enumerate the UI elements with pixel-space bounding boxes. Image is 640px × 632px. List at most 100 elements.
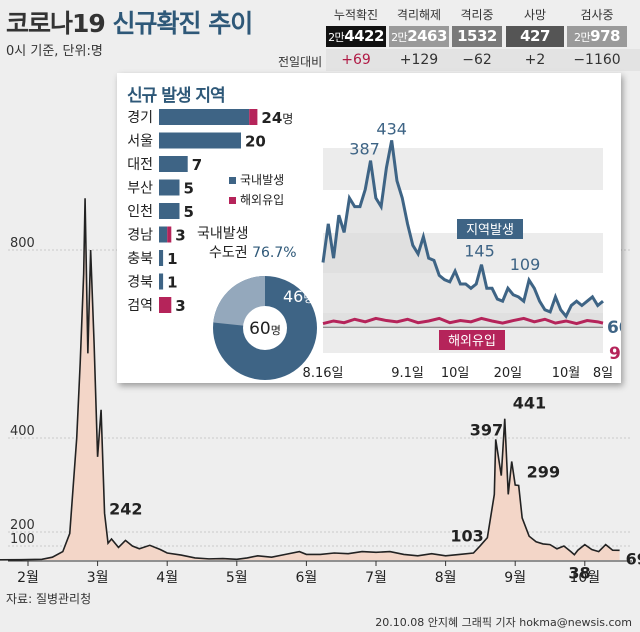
legend-overseas: 해외유입 <box>229 191 284 208</box>
region-value: 1 <box>167 250 177 268</box>
stat-value-number: 4422 <box>344 27 384 45</box>
change-row-label: 전일대비 <box>278 55 323 69</box>
peak-label: 397 <box>470 420 503 439</box>
subtitle: 0시 기준, 단위:명 <box>6 44 103 59</box>
credit-note: 20.10.08 안지혜 그래픽 기자 hokma@newsis.com <box>375 616 632 629</box>
domestic-tag-label: 지역발생 <box>466 223 514 238</box>
overseas-line <box>322 316 604 326</box>
inset-peak-label: 387 <box>349 140 380 159</box>
region-label: 인천 <box>127 204 153 220</box>
stat-value-prefix: 2만 <box>574 31 591 44</box>
inset-peak-label: 109 <box>510 255 541 274</box>
pie-caption-percent: 76.7% <box>252 245 297 261</box>
pie-caption-capital-label: 수도권 <box>209 245 248 261</box>
stat-value-number: 2463 <box>407 27 447 45</box>
region-label: 대전 <box>127 157 153 173</box>
region-label: 경북 <box>127 275 153 291</box>
pie-caption-capital: 수도권 76.7% <box>209 242 297 262</box>
title-part2: 신규확진 추이 <box>112 9 254 38</box>
region-bar-overseas <box>167 226 172 243</box>
stat-change: −62 <box>462 52 492 68</box>
stat-value-number: 978 <box>590 27 620 45</box>
x-tick-label: 2월 <box>17 570 39 586</box>
x-tick-label: 7월 <box>365 570 387 586</box>
x-tick-label: 9월 <box>504 570 526 586</box>
pie-caption-domestic: 국내발생 <box>197 226 249 242</box>
inset-x-tick-label: 20일 <box>494 366 523 381</box>
inset-panel: 신규 발생 지역 경기 24명 서울 20 대전 7 부산 5 인천 5 경남 3 충북 1 경북 1 검역 3 6… <box>117 73 621 383</box>
overseas-tag-label: 해외유입 <box>448 334 496 349</box>
title-part1: 코로나19 <box>6 9 106 38</box>
inset-peak-label: 434 <box>376 119 407 138</box>
region-value: 3 <box>175 297 185 315</box>
peak-label: 103 <box>450 527 483 546</box>
legend-domestic: 국내발생 <box>229 171 284 188</box>
region-label: 충북 <box>127 251 153 267</box>
x-tick-label: 4월 <box>156 570 178 586</box>
region-label: 경남 <box>127 228 153 244</box>
region-bar-domestic <box>159 109 250 125</box>
stat-change: +69 <box>341 52 371 68</box>
domestic-tag-bg <box>457 219 523 239</box>
pie-total: 60명 <box>249 319 281 339</box>
y-tick-label: 400 <box>10 424 35 439</box>
region-bar-overseas <box>159 297 172 313</box>
stat-value: 2만2463 <box>389 26 449 47</box>
stat-change: −1160 <box>573 52 621 68</box>
source-note: 자료: 질병관리청 <box>6 592 92 606</box>
overseas-tag-bg <box>439 330 505 350</box>
region-bar-domestic <box>159 203 180 219</box>
y-tick-label: 200 <box>10 518 35 533</box>
region-bar-overseas <box>249 109 258 125</box>
region-bar-domestic <box>159 132 241 149</box>
region-value: 7 <box>192 156 202 174</box>
legend-overseas-label: 해외유입 <box>240 193 285 207</box>
pie-capital-value: 46명 <box>283 287 313 306</box>
inset-x-tick-label: 8일 <box>593 366 613 381</box>
daily-cases-line <box>0 198 620 561</box>
inset-x-tick-label: 9.1일 <box>391 366 424 381</box>
inset-title: 신규 발생 지역 <box>127 86 226 106</box>
stat-label: 격리중 <box>460 8 494 22</box>
change-row-background <box>326 49 640 71</box>
region-bar-domestic <box>159 179 180 196</box>
region-bar-domestic <box>159 226 168 243</box>
region-bar-domestic <box>159 273 164 290</box>
inset-x-tick-label: 10월 <box>552 366 581 381</box>
region-label: 부산 <box>127 181 153 197</box>
x-tick-label: 10월 <box>569 570 600 586</box>
y-tick-label: 100 <box>10 532 35 547</box>
stat-change: +2 <box>524 52 546 68</box>
peak-label: 38 <box>568 564 590 583</box>
stat-value: 427 <box>506 26 564 47</box>
x-tick-label: 5월 <box>226 570 248 586</box>
peak-label: 69 <box>626 549 640 568</box>
pie-hole <box>243 306 287 350</box>
stat-label: 사망 <box>523 8 547 22</box>
legend-swatch-overseas <box>229 197 236 204</box>
x-tick-label: 3월 <box>87 570 109 586</box>
region-value: 5 <box>184 203 194 221</box>
page-title: 코로나19 신규확진 추이 <box>6 4 254 40</box>
region-bar-domestic <box>159 156 188 172</box>
stat-value: 2만978 <box>567 26 627 47</box>
region-value-unit: 명 <box>282 112 293 126</box>
pie-capital-unit: 명 <box>303 292 313 305</box>
y-tick-label: 800 <box>10 236 35 251</box>
region-bar-domestic <box>159 250 164 266</box>
peak-label: 299 <box>527 462 560 481</box>
stat-value-number: 1532 <box>457 27 497 45</box>
region-value: 24명 <box>261 109 293 127</box>
pie-total-unit: 명 <box>271 324 281 337</box>
peak-label: 441 <box>513 394 546 413</box>
stat-label: 격리해제 <box>396 8 442 22</box>
x-tick-label: 8월 <box>435 570 457 586</box>
peak-label: 242 <box>109 499 142 518</box>
stat-value-number: 427 <box>520 27 550 45</box>
legend-swatch-domestic <box>229 177 236 184</box>
stat-value-prefix: 2만 <box>328 31 345 44</box>
stat-change: +129 <box>399 52 439 68</box>
inset-x-tick-label: 8.16일 <box>303 366 344 381</box>
